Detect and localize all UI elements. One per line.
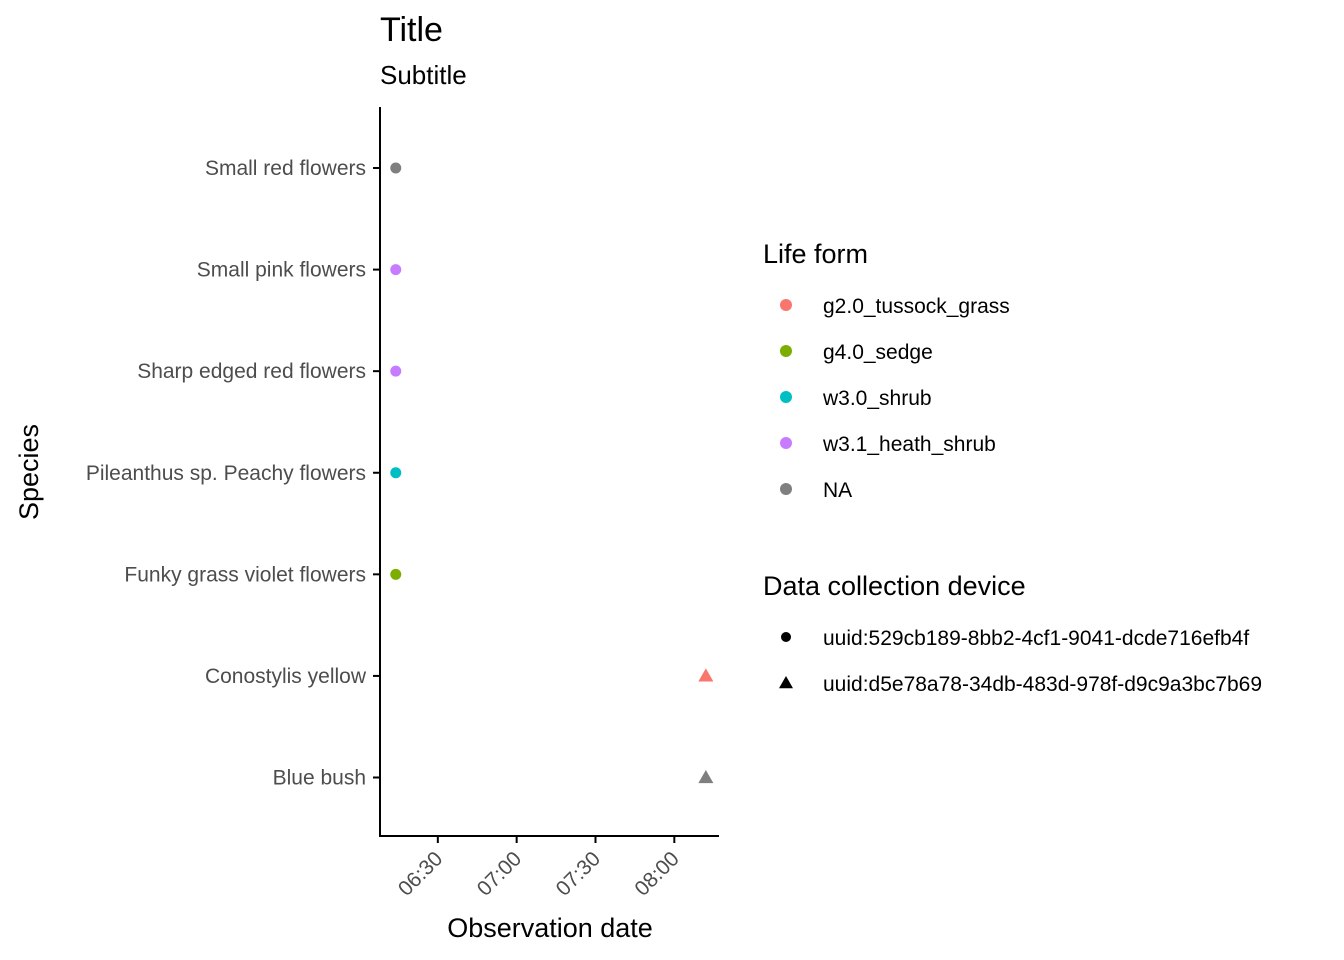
point-pileanthus-sp-peachy-flowers [390, 467, 402, 479]
legend-key-na [780, 483, 792, 495]
point-blue-bush [698, 770, 714, 784]
legend-label-na: NA [823, 479, 852, 502]
legend-label-g2-0-tussock-grass: g2.0_tussock_grass [823, 295, 1010, 318]
point-conostylis-yellow [698, 668, 714, 682]
legend-label-w3-0-shrub: w3.0_shrub [822, 387, 932, 410]
x-axis-title: Observation date [447, 913, 653, 943]
point-small-pink-flowers [390, 264, 402, 276]
y-tick-label: Funky grass violet flowers [124, 563, 366, 586]
legend-label-w3-1-heath-shrub: w3.1_heath_shrub [822, 433, 996, 456]
legend-life-form: Life form g2.0_tussock_grass g4.0_sedge w3… [763, 239, 1010, 502]
legend-life-form-title: Life form [763, 239, 868, 269]
x-tick-label: 07:30 [552, 847, 605, 900]
x-axis-ticks: 06:30 07:00 07:30 08:00 [394, 836, 684, 901]
y-tick-label: Pileanthus sp. Peachy flowers [86, 462, 366, 485]
legend-label-g4-0-sedge: g4.0_sedge [823, 341, 933, 364]
legend-key-w3-1-heath-shrub [780, 437, 792, 449]
y-tick-label: Sharp edged red flowers [137, 360, 366, 383]
x-tick-label: 06:30 [394, 847, 447, 900]
y-axis-ticks: Blue bush Conostylis yellow Funky grass vi… [86, 157, 380, 790]
legend-key-g4-0-sedge [780, 345, 792, 357]
x-tick-label: 07:00 [473, 847, 526, 900]
data-points [390, 162, 714, 784]
chart-title: Title [380, 11, 443, 49]
y-tick-label: Small red flowers [205, 157, 366, 180]
legend-device-title: Data collection device [763, 571, 1026, 601]
point-sharp-edged-red-flowers [390, 365, 402, 377]
legend-device: Data collection device uuid:529cb189-8bb… [763, 571, 1262, 696]
legend-key-g2-0-tussock-grass [780, 299, 792, 311]
y-tick-label: Blue bush [273, 767, 366, 790]
legend-label-device: uuid:529cb189-8bb2-4cf1-9041-dcde716efb4… [823, 627, 1249, 650]
legend-key-w3-0-shrub [780, 391, 792, 403]
y-tick-label: Small pink flowers [197, 259, 366, 282]
legend-key-device-triangle [779, 676, 793, 689]
x-tick-label: 08:00 [630, 847, 683, 900]
legend-label-device: uuid:d5e78a78-34db-483d-978f-d9c9a3bc7b6… [823, 673, 1262, 696]
y-axis-title: Species [14, 424, 44, 520]
point-funky-grass-violet-flowers [390, 568, 402, 580]
plot-area: Blue bush Conostylis yellow Funky grass vi… [86, 107, 719, 901]
legend-key-device-circle [781, 632, 791, 642]
y-tick-label: Conostylis yellow [205, 665, 367, 688]
point-small-red-flowers [390, 162, 402, 174]
chart-subtitle: Subtitle [380, 60, 467, 90]
